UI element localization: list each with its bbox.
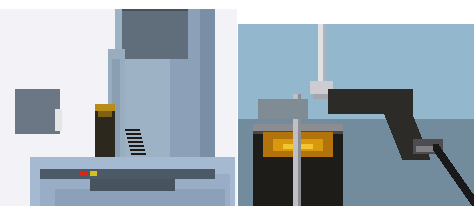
Text: furnace: furnace (292, 126, 328, 136)
Text: furnace: furnace (57, 128, 94, 138)
Text: (a): (a) (12, 14, 27, 24)
Text: balance: balance (104, 21, 143, 31)
Text: hook: hook (284, 63, 308, 73)
FancyBboxPatch shape (236, 0, 240, 206)
Text: heat
exchanger: heat exchanger (21, 59, 73, 81)
Text: platform: platform (377, 73, 419, 83)
Text: gas line: gas line (142, 116, 180, 125)
Text: thermocouple: thermocouple (239, 98, 307, 108)
Text: (b): (b) (249, 14, 264, 24)
Text: balance pan: balance pan (360, 53, 420, 63)
